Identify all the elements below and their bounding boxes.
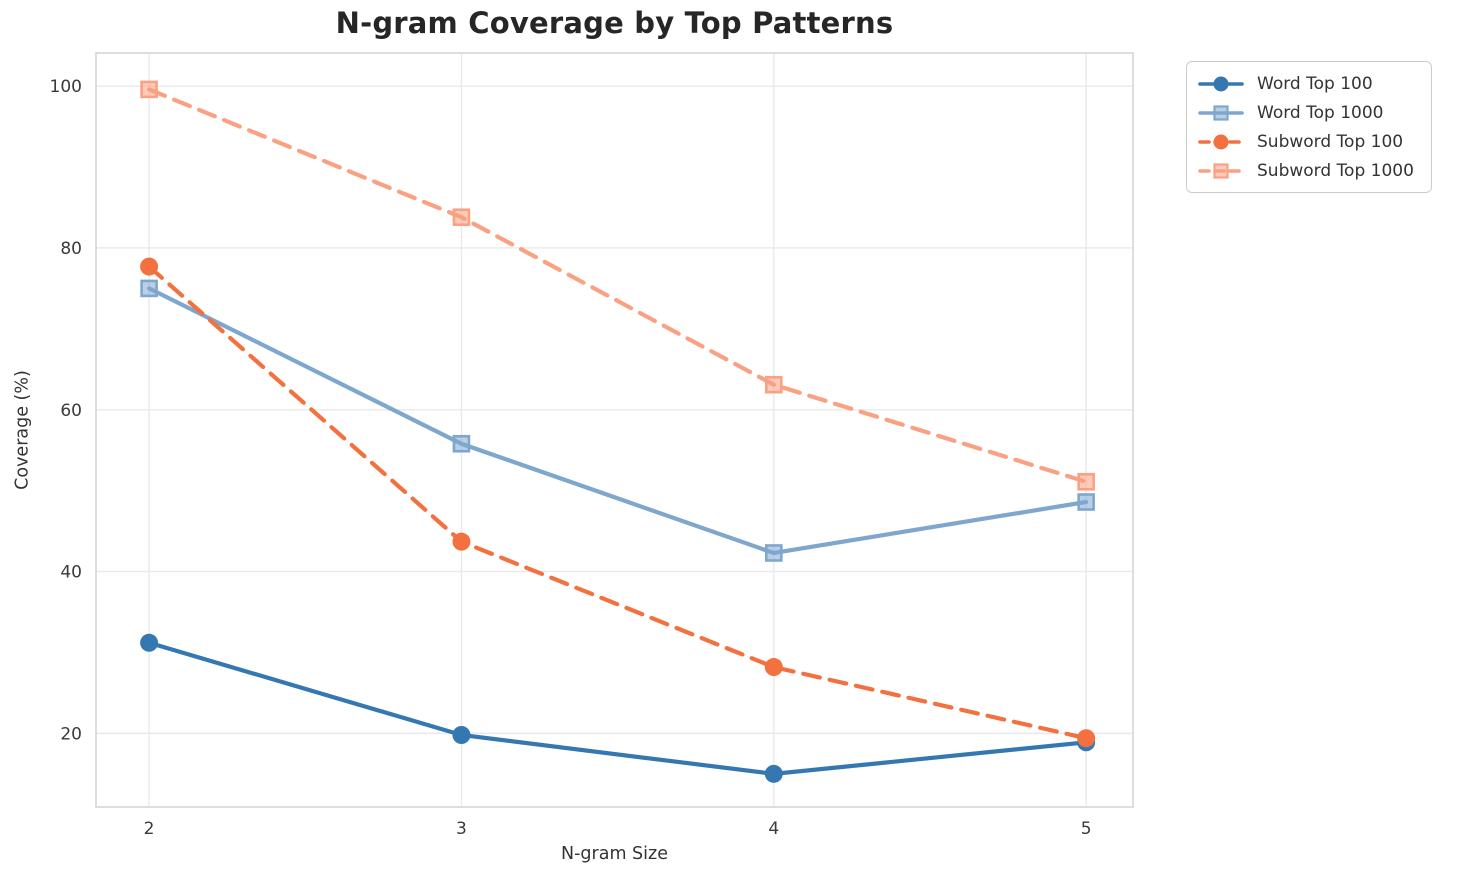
legend-line-marker-icon [1198, 162, 1244, 179]
svg-text:100: 100 [50, 77, 82, 97]
legend-item-label: Word Top 100 [1257, 73, 1373, 94]
legend-item-label: Subword Top 1000 [1257, 160, 1414, 181]
legend: Word Top 100 Word Top 1000 Subword Top 1… [1186, 61, 1432, 193]
legend-item-label: Word Top 1000 [1257, 102, 1384, 123]
legend-item-subword-top-1000: Subword Top 1000 [1198, 156, 1414, 185]
svg-text:40: 40 [60, 563, 82, 583]
legend-line-marker-icon [1198, 134, 1244, 149]
svg-text:20: 20 [60, 724, 82, 744]
y-axis-label: Coverage (%) [12, 370, 33, 490]
svg-text:5: 5 [1081, 819, 1092, 839]
svg-text:3: 3 [456, 819, 467, 839]
legend-item-label: Subword Top 100 [1257, 131, 1404, 152]
svg-text:80: 80 [60, 239, 82, 259]
svg-text:2: 2 [144, 819, 155, 839]
legend-line-marker-icon [1198, 76, 1244, 91]
chart-title: N-gram Coverage by Top Patterns [335, 6, 894, 40]
svg-text:4: 4 [768, 819, 779, 839]
legend-item-subword-top-100: Subword Top 100 [1198, 127, 1414, 156]
x-axis-label: N-gram Size [561, 844, 668, 864]
svg-text:60: 60 [60, 401, 82, 421]
legend-line-marker-icon [1198, 104, 1244, 121]
legend-item-word-top-100: Word Top 100 [1198, 69, 1414, 98]
legend-item-word-top-1000: Word Top 1000 [1198, 98, 1414, 127]
